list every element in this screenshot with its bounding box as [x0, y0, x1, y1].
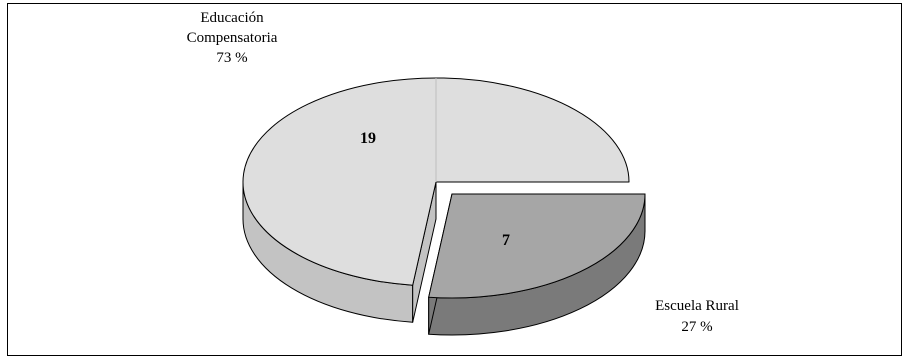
slice-top-escuela-rural [428, 193, 646, 299]
slice-value-educacion: 19 [360, 130, 376, 147]
slice-label-escuela-rural: Escuela Rural [655, 298, 739, 314]
slice-percent-educacion: 73 % [216, 50, 247, 66]
slice-value-escuela-rural: 7 [502, 232, 510, 249]
slice-label-educacion-line-1: Educación [200, 10, 264, 26]
slice-percent-escuela-rural: 27 % [681, 319, 712, 335]
slice-label-educacion-line-2: Compensatoria [187, 30, 278, 46]
